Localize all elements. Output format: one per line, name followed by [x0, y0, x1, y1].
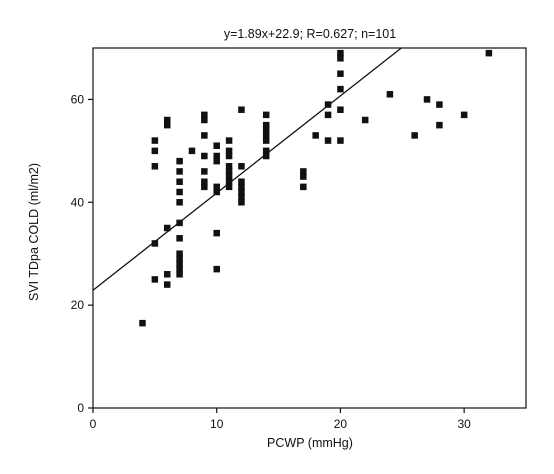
data-point [225, 168, 233, 175]
y-tick-label: 40 [71, 195, 85, 209]
data-point [460, 111, 468, 119]
y-axis-label: SVI TDpa COLD (ml/m2) [27, 163, 41, 301]
data-point [262, 121, 270, 129]
data-point [201, 116, 208, 124]
data-point [300, 173, 307, 180]
data-point [201, 111, 208, 119]
data-point [176, 250, 183, 257]
data-point [201, 152, 208, 160]
data-point [176, 255, 183, 263]
data-point [300, 183, 307, 191]
x-axis-label: PCWP (mmHg) [267, 436, 353, 450]
data-point [238, 199, 245, 206]
data-point [485, 49, 493, 57]
data-point [151, 163, 159, 170]
data-point [312, 132, 319, 139]
data-point [337, 85, 344, 93]
data-point [213, 188, 220, 196]
data-point [201, 183, 208, 191]
plot-frame [92, 47, 527, 409]
data-point [238, 188, 245, 196]
data-point [188, 147, 196, 155]
y-tick-label: 60 [71, 92, 85, 106]
data-point [436, 101, 443, 108]
data-point [163, 271, 171, 278]
data-point [337, 55, 344, 62]
data-point [238, 183, 245, 191]
data-point [176, 260, 183, 268]
data-point [262, 132, 270, 139]
data-point [213, 142, 220, 149]
data-point [201, 132, 208, 139]
data-point [324, 137, 332, 144]
data-point [139, 319, 146, 327]
data-point [337, 70, 344, 77]
data-point [151, 147, 159, 155]
data-point [225, 183, 233, 191]
data-point [225, 147, 233, 155]
data-point [337, 137, 344, 144]
data-point [262, 127, 270, 134]
data-point [238, 106, 245, 113]
data-point [201, 168, 208, 175]
data-point [213, 265, 220, 273]
data-point [361, 116, 369, 124]
data-point [176, 265, 183, 273]
regression-line [92, 47, 402, 291]
data-point [225, 137, 233, 144]
data-point [176, 168, 183, 175]
data-point [213, 183, 220, 191]
data-point [411, 132, 418, 139]
data-point [386, 91, 394, 98]
data-point [213, 229, 220, 237]
data-point [337, 106, 344, 113]
data-point [337, 49, 344, 57]
data-point [225, 163, 233, 170]
data-point [176, 219, 183, 227]
data-point [324, 111, 332, 119]
data-point [238, 193, 245, 201]
data-point [151, 137, 159, 144]
data-point [238, 178, 245, 185]
data-point [225, 178, 233, 185]
data-point [176, 271, 183, 278]
data-point [213, 157, 220, 165]
data-point [262, 152, 270, 160]
data-point [176, 235, 183, 242]
data-point [225, 173, 233, 180]
y-tick-label: 0 [77, 401, 84, 415]
data-point [436, 121, 443, 129]
data-point [176, 188, 183, 196]
data-point [163, 224, 171, 232]
chart-title: y=1.89x+22.9; R=0.627; n=101 [224, 27, 396, 41]
x-tick-label: 0 [90, 417, 97, 431]
data-point [324, 101, 332, 108]
data-point [262, 147, 270, 155]
data-point [176, 178, 183, 185]
data-point [262, 137, 270, 144]
x-tick-label: 10 [210, 417, 224, 431]
data-point [238, 163, 245, 170]
data-point [300, 168, 307, 175]
data-point [262, 111, 270, 119]
data-point [423, 96, 431, 103]
data-point [163, 116, 171, 124]
data-point [201, 178, 208, 185]
data-point [163, 121, 171, 129]
x-tick-label: 20 [334, 417, 348, 431]
y-tick-label: 20 [71, 298, 85, 312]
data-point [213, 152, 220, 160]
data-point [151, 276, 159, 283]
data-point [176, 157, 183, 165]
x-tick-label: 30 [457, 417, 471, 431]
data-point [225, 152, 233, 160]
data-point [163, 281, 171, 288]
plot-area: 0 10 20 30 0 20 40 60 [71, 47, 527, 431]
data-point [176, 199, 183, 206]
data-point [151, 240, 159, 247]
